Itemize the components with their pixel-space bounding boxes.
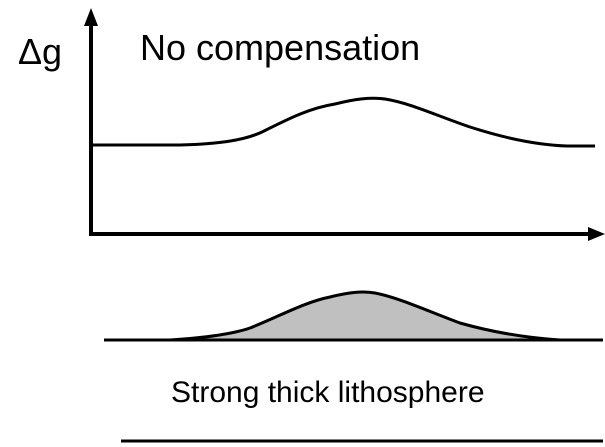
topography-mass bbox=[170, 292, 560, 340]
gravity-anomaly-curve bbox=[91, 96, 595, 148]
diagram-title: No compensation bbox=[140, 27, 420, 68]
lithosphere-label: Strong thick lithosphere bbox=[171, 376, 485, 409]
topography-outline bbox=[169, 290, 561, 342]
y-axis-label: Δg bbox=[18, 31, 62, 72]
x-axis-arrowhead bbox=[588, 227, 605, 241]
y-axis-arrowhead bbox=[84, 8, 98, 26]
